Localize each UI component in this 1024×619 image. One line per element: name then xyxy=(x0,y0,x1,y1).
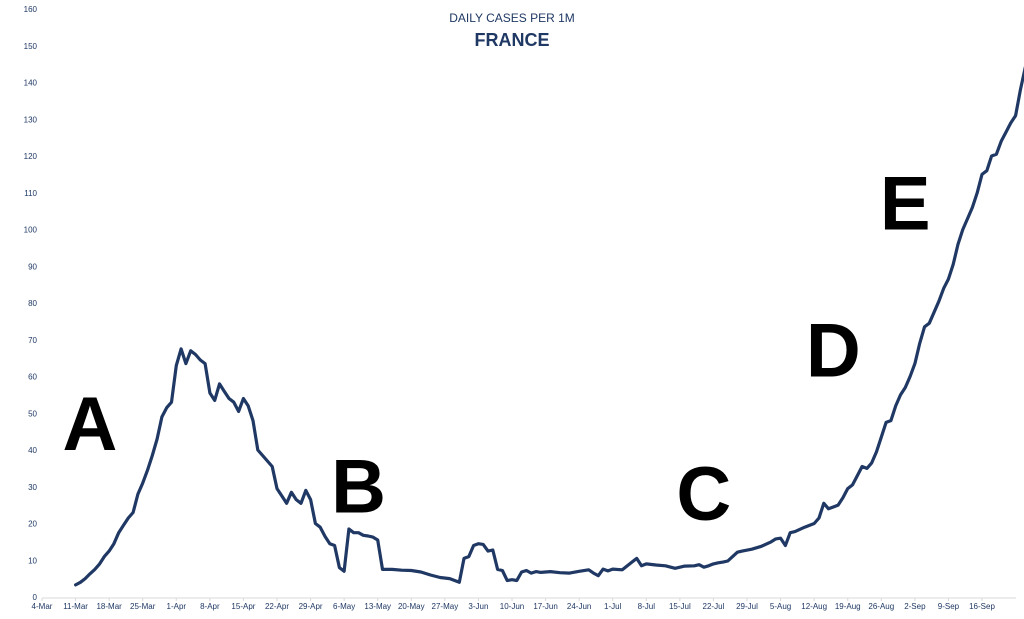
x-tick-label: 29-Jul xyxy=(736,602,758,611)
annotation-letter-e: E xyxy=(880,162,931,247)
y-tick-label: 120 xyxy=(24,152,38,161)
x-tick-label: 11-Mar xyxy=(63,602,88,611)
annotation-letter-b: B xyxy=(331,444,386,529)
y-tick-label: 60 xyxy=(28,373,37,382)
x-tick-label: 1-Jul xyxy=(604,602,622,611)
x-tick-label: 5-Aug xyxy=(770,602,791,611)
x-tick-label: 1-Apr xyxy=(167,602,187,611)
x-tick-label: 26-Aug xyxy=(868,602,894,611)
x-tick-label: 18-Mar xyxy=(96,602,122,611)
x-tick-label: 4-Mar xyxy=(32,602,53,611)
x-tick-label: 22-Apr xyxy=(265,602,289,611)
x-tick-label: 9-Sep xyxy=(938,602,960,611)
y-tick-label: 50 xyxy=(28,409,37,418)
chart-title: DAILY CASES PER 1M xyxy=(449,11,575,25)
x-axis-ticks: 4-Mar 11-Mar 18-Mar 25-Mar 1-Apr 8-Apr 15-Apr 2… xyxy=(32,598,995,611)
x-tick-label: 12-Aug xyxy=(801,602,827,611)
y-tick-label: 110 xyxy=(24,189,37,198)
annotation-letter-d: D xyxy=(806,309,861,394)
x-tick-label: 16-Sep xyxy=(969,602,995,611)
y-tick-label: 90 xyxy=(28,262,37,271)
x-tick-label: 15-Jul xyxy=(669,602,691,611)
y-tick-label: 0 xyxy=(33,593,38,602)
x-tick-label: 17-Jun xyxy=(533,602,557,611)
x-tick-label: 10-Jun xyxy=(500,602,524,611)
x-tick-label: 8-Jul xyxy=(638,602,656,611)
x-tick-label: 20-May xyxy=(398,602,425,611)
y-tick-label: 80 xyxy=(28,299,37,308)
x-tick-label: 24-Jun xyxy=(567,602,591,611)
series-line-daily-cases xyxy=(74,66,1024,587)
x-tick-label: 3-Jun xyxy=(468,602,488,611)
y-tick-label: 140 xyxy=(24,79,38,88)
y-tick-label: 10 xyxy=(28,556,37,565)
y-axis-ticks: 0 10 20 30 40 50 60 70 80 90 100 110 120 130 140 150 160 xyxy=(24,5,38,602)
annotation-letter-c: C xyxy=(676,452,731,537)
x-tick-label: 27-May xyxy=(432,602,459,611)
chart-subtitle: FRANCE xyxy=(475,30,550,50)
y-tick-label: 150 xyxy=(24,42,38,51)
x-tick-label: 25-Mar xyxy=(130,602,156,611)
x-tick-label: 2-Sep xyxy=(904,602,926,611)
y-tick-label: 40 xyxy=(28,446,37,455)
y-tick-label: 100 xyxy=(24,226,38,235)
y-tick-label: 30 xyxy=(28,483,37,492)
x-tick-label: 8-Apr xyxy=(200,602,220,611)
y-tick-label: 20 xyxy=(28,520,37,529)
y-tick-label: 160 xyxy=(24,5,38,14)
x-tick-label: 22-Jul xyxy=(703,602,725,611)
x-tick-label: 19-Aug xyxy=(835,602,861,611)
x-tick-label: 15-Apr xyxy=(231,602,255,611)
x-tick-label: 29-Apr xyxy=(299,602,323,611)
annotation-letter-a: A xyxy=(63,382,118,467)
x-tick-label: 13-May xyxy=(364,602,391,611)
x-tick-label: 6-May xyxy=(333,602,355,611)
y-tick-label: 130 xyxy=(24,115,38,124)
y-tick-label: 70 xyxy=(28,336,37,345)
annotation-letters: A B CDE xyxy=(63,162,931,537)
